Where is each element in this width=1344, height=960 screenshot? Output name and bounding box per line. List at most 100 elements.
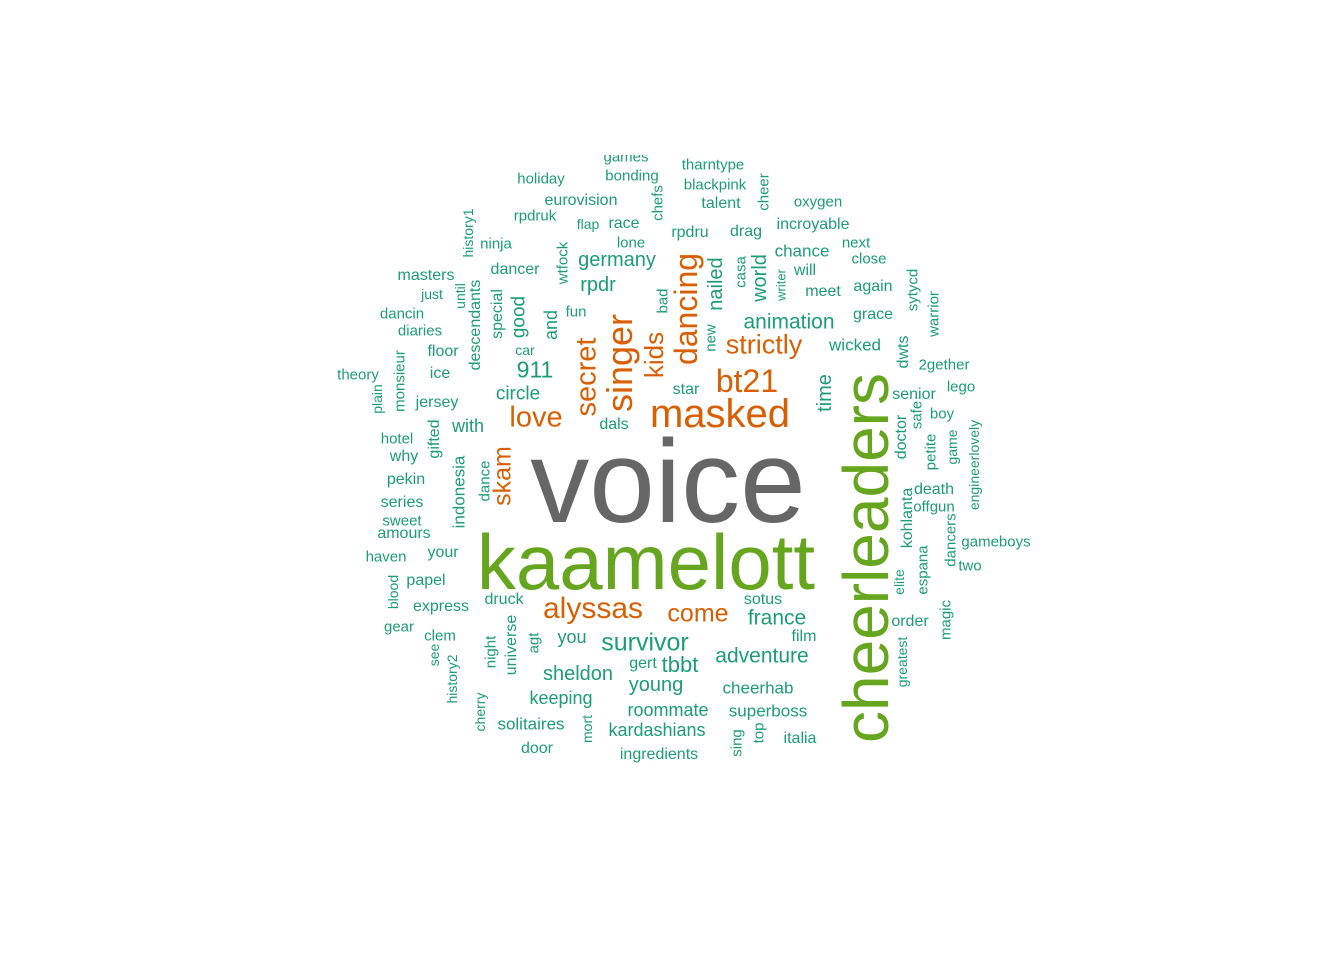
word-with: with — [451, 416, 485, 436]
word-will: will — [793, 262, 817, 279]
word-gert: gert — [629, 655, 657, 672]
word-chance: chance — [774, 241, 830, 261]
word-dancer: dancer — [490, 261, 540, 278]
word-lone: lone — [616, 234, 646, 252]
word-bt21: bt21 — [715, 363, 779, 399]
word-door: door — [520, 740, 554, 757]
word-good: good — [508, 295, 530, 339]
word-mort: mort — [579, 715, 595, 743]
word-clem: clem — [424, 627, 456, 645]
word-history1: history1 — [460, 208, 476, 258]
word-kids: kids — [639, 331, 669, 379]
word-germany: germany — [578, 249, 656, 271]
word-fun: fun — [565, 303, 587, 321]
word-solitaires: solitaires — [497, 714, 565, 734]
word-drag: drag — [729, 223, 763, 240]
word-offgun: offgun — [913, 498, 955, 516]
word-car: car — [515, 342, 535, 358]
word-dals: dals — [599, 416, 629, 433]
word-game: game — [944, 429, 960, 465]
word-you: you — [557, 627, 587, 647]
word-circle: circle — [495, 383, 541, 405]
word-superboss: superboss — [728, 701, 808, 721]
word-cheerhab: cheerhab — [722, 678, 794, 698]
word-blackpink: blackpink — [683, 176, 747, 194]
word-alyssas: alyssas — [542, 592, 644, 625]
word-masked: masked — [649, 392, 791, 436]
word-dancers: dancers — [942, 513, 960, 567]
word-roommate: roommate — [627, 700, 709, 720]
word-lego: lego — [946, 378, 976, 396]
word-come: come — [667, 599, 729, 628]
word-order: order — [891, 613, 929, 630]
word-kardashians: kardashians — [608, 720, 706, 740]
word-wicked: wicked — [829, 335, 881, 355]
word-warrior: warrior — [925, 291, 943, 337]
word-holiday: holiday — [517, 170, 565, 188]
word-keeping: keeping — [529, 688, 593, 708]
word-flap: flap — [576, 216, 600, 232]
word-express: express — [412, 598, 470, 615]
word-film: film — [791, 628, 817, 645]
word-ingredients: ingredients — [619, 746, 699, 763]
word-top: top — [750, 722, 768, 744]
word-agt: agt — [525, 632, 543, 654]
word-survivor: survivor — [601, 628, 689, 657]
word-jersey: jersey — [415, 394, 459, 411]
word-cherry: cherry — [472, 692, 488, 732]
word-france: france — [747, 606, 807, 630]
word-new: new — [702, 324, 720, 352]
word-special: special — [489, 289, 506, 339]
word-boy: boy — [929, 405, 955, 423]
word-diaries: diaries — [397, 322, 443, 340]
word-blood: blood — [385, 574, 401, 610]
word-love: love — [509, 401, 563, 434]
word-series: series — [380, 494, 424, 511]
word-dance: dance — [476, 460, 494, 502]
word-kaamelott: kaamelott — [476, 518, 816, 606]
word-talent: talent — [701, 195, 741, 212]
word-see: see — [426, 643, 442, 667]
word-elite: elite — [891, 569, 907, 595]
word-magic: magic — [937, 599, 955, 641]
word-bonding: bonding — [605, 167, 659, 185]
word-cheerleaders: cheerleaders — [830, 373, 902, 743]
word-casa: casa — [732, 256, 750, 288]
word-engineerlovely: engineerlovely — [966, 419, 982, 511]
word-plain: plain — [369, 384, 385, 414]
word-doctor: doctor — [893, 414, 910, 460]
word-sotus: sotus — [743, 591, 783, 608]
word-hotel: hotel — [380, 430, 414, 448]
word-kohlanta: kohlanta — [899, 487, 916, 549]
word-haven: haven — [365, 548, 407, 566]
word-skam: skam — [488, 446, 517, 506]
word-adventure: adventure — [715, 644, 809, 668]
word-sytycd: sytycd — [904, 268, 922, 312]
word-night: night — [482, 635, 500, 669]
word-tbbt: tbbt — [661, 652, 699, 677]
word-petite: petite — [922, 433, 940, 471]
word-ninja: ninja — [480, 235, 512, 253]
word-star: star — [672, 381, 700, 398]
word-animation: animation — [743, 310, 835, 334]
word-theory: theory — [337, 366, 379, 384]
word-time: time — [814, 374, 836, 412]
word-just: just — [421, 286, 443, 302]
word-masters: masters — [397, 267, 455, 284]
word-games: games — [603, 148, 649, 166]
word-nailed: nailed — [705, 257, 727, 311]
word-until: until — [452, 283, 468, 309]
word-bad: bad — [654, 288, 672, 314]
word-ice: ice — [429, 365, 451, 382]
word-two: two — [958, 557, 982, 575]
word-descendants: descendants — [467, 279, 484, 371]
word-young: young — [628, 674, 684, 696]
word-world: world — [749, 254, 771, 302]
word-sing: sing — [728, 729, 746, 757]
word-gear: gear — [383, 618, 415, 636]
word-rpdruk: rpdruk — [513, 207, 557, 225]
word-monsieur: monsieur — [391, 350, 409, 412]
word-grace: grace — [852, 306, 894, 323]
word-dancing: dancing — [668, 252, 704, 366]
word-rpdru: rpdru — [671, 224, 709, 241]
